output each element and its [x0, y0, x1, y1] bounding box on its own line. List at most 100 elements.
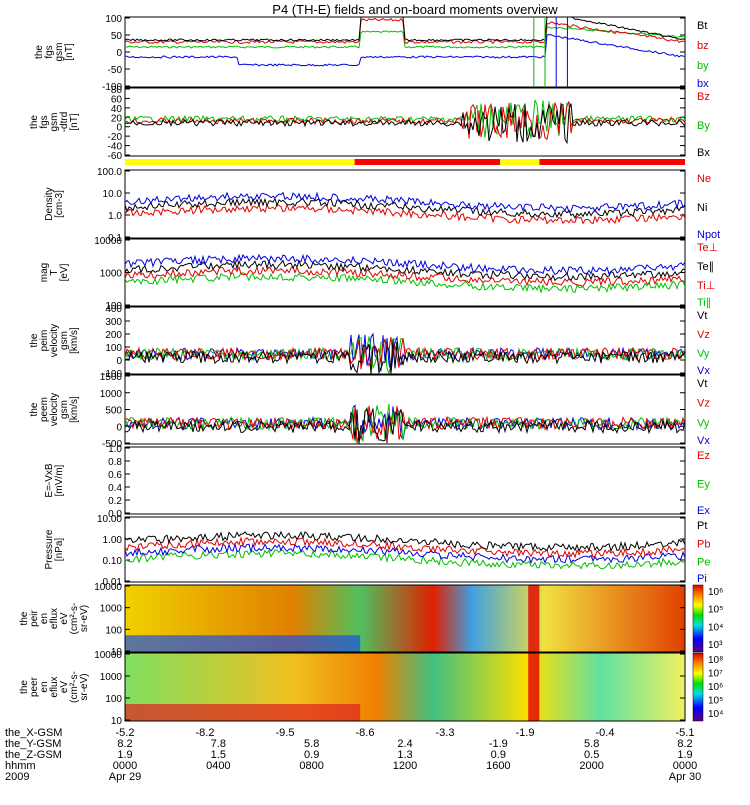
panel-frame	[124, 374, 686, 445]
legend-entry: Pb	[697, 538, 710, 550]
legend-entry: Bx	[697, 147, 710, 159]
y-axis-label: [km/s]	[69, 327, 80, 354]
y-axis-label: fgs	[39, 115, 50, 128]
colorbar-tick-label: 10⁸	[708, 655, 723, 666]
y-axis-label: en	[39, 681, 50, 692]
trace-by	[125, 26, 685, 49]
y-axis-label: E=-VxB	[44, 463, 55, 498]
y-axis-label: gsm	[59, 331, 70, 350]
trace-bz	[125, 17, 685, 45]
y-tick-label: 10000	[94, 236, 122, 247]
y-tick-label: -40	[108, 142, 123, 153]
panel-frame	[124, 306, 686, 375]
x-row-value: 1600	[486, 760, 510, 772]
spectrogram-band	[528, 585, 540, 652]
panel-8: 10.00 1.00 0.10 0.01 Pressure [nPa] Pt Pb Pe Pi	[44, 514, 710, 588]
y-tick-label: 80	[111, 85, 123, 96]
y-tick-label: 0	[116, 123, 122, 134]
trace-moment	[125, 203, 685, 225]
panel-traces	[125, 253, 685, 295]
panel-9: 10⁶ 10⁵ 10⁴ 10³ 10000 1000 100 10 the peir en eflux…	[19, 582, 723, 658]
x-row-value: 0400	[206, 760, 230, 772]
y-axis-label: the	[34, 45, 45, 59]
panel-traces	[125, 191, 685, 225]
legend-entry: bx	[697, 78, 709, 90]
colorbar-tick-label: 10⁵	[708, 696, 723, 707]
trace-moment	[125, 549, 685, 570]
region-bar	[125, 159, 685, 165]
panel-6: 1500 1000 500 0 -500 the peem velocity gsm [km/s]…	[29, 372, 710, 450]
x-row-value: -8.2	[196, 727, 215, 739]
y-tick-label: 100	[105, 14, 122, 25]
y-axis-label: eflux	[49, 608, 60, 629]
y-axis-label: Pressure	[44, 529, 55, 569]
x-row-value: 0000	[673, 760, 697, 772]
x-row-value: -8.6	[356, 727, 375, 739]
y-axis-label: en	[39, 613, 50, 624]
trace-moment	[125, 265, 685, 287]
legend-entry: Vz	[697, 398, 710, 410]
x-row-value: 0000	[113, 760, 137, 772]
y-axis-label: [km/s]	[69, 396, 80, 423]
y-tick-label: -50	[108, 65, 123, 76]
y-axis-label: eflux	[49, 676, 60, 697]
panel-5: 400 300 200 100 0 -100 the peim velocity gsm [km/s…	[29, 304, 710, 380]
x-row-value: 2.4	[397, 738, 412, 750]
x-row-value: 5.8	[584, 738, 599, 750]
x-row-value: -1.9	[489, 738, 508, 750]
y-axis-label: the	[29, 333, 40, 347]
x-row-label: 2009	[5, 771, 29, 783]
y-tick-label: 0.8	[108, 457, 122, 468]
y-tick-label: 0	[116, 356, 122, 367]
spectrogram-band	[125, 704, 361, 721]
y-tick-label: -100	[102, 369, 122, 380]
y-tick-label: -100	[102, 82, 122, 93]
legend-entry: Vx	[697, 435, 710, 447]
y-tick-label: 100	[105, 301, 122, 312]
panel-traces	[125, 17, 685, 87]
region-bar-segment	[354, 159, 501, 165]
y-axis-label: fgs	[44, 45, 55, 58]
y-tick-label: 0	[116, 48, 122, 59]
colorbar-tick-label: 10³	[708, 640, 723, 651]
x-row-value: 1200	[393, 760, 417, 772]
y-tick-label: 300	[105, 317, 122, 328]
x-row-value: -5.1	[676, 727, 695, 739]
legend-entry: Ne	[697, 173, 711, 185]
panel-3: 100.0 10.0 1.0 0.1 Density [cm-3] Ne Ni Npot	[44, 167, 720, 244]
y-tick-label: 10000	[94, 650, 122, 661]
y-tick-label: 400	[105, 304, 122, 315]
legend-entry: By	[697, 120, 710, 132]
legend-entry: Pi	[697, 573, 707, 585]
y-tick-label: 10	[111, 647, 123, 658]
y-tick-label: 10.00	[97, 514, 122, 525]
legend-entry: Ti⊥	[697, 280, 715, 292]
y-axis-label: gsm	[49, 113, 60, 132]
legend-entry: Ni	[697, 202, 707, 214]
y-axis-label: velocity	[49, 393, 60, 426]
spectrogram-band	[125, 635, 361, 652]
y-tick-label: 1000	[100, 269, 123, 280]
trace-dB	[125, 101, 685, 141]
panel-frame	[124, 169, 686, 239]
y-axis-label: the	[29, 115, 40, 129]
colorbar-tick-label: 10⁵	[708, 605, 723, 616]
y-axis-label: peer	[29, 676, 40, 697]
y-axis-label: [mV/m]	[54, 464, 65, 496]
y-tick-label: 0.6	[108, 470, 122, 481]
x-row-value: -0.4	[596, 727, 615, 739]
x-row-value: 5.8	[304, 738, 319, 750]
colorbar	[692, 584, 704, 653]
trace-moment	[125, 530, 685, 553]
y-tick-label: 1.00	[103, 535, 123, 546]
y-axis-label: peem	[39, 397, 50, 422]
panel-1: 100 50 0 -50 -100 the fgs gsm [nT] Bt bz by bx	[34, 14, 709, 93]
y-tick-label: 100	[105, 625, 122, 636]
colorbar	[692, 652, 704, 722]
region-bar-segment	[125, 159, 355, 165]
legend-entry: by	[697, 60, 709, 72]
legend-entry: Bz	[697, 91, 710, 103]
panel-traces	[125, 99, 685, 145]
